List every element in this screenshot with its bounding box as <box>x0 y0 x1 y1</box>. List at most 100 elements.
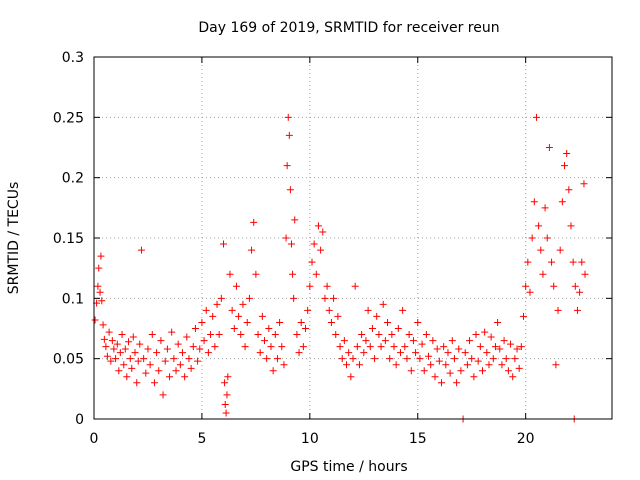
data-point <box>541 204 549 212</box>
data-point <box>457 367 465 375</box>
data-point <box>569 258 577 266</box>
data-point <box>211 343 219 351</box>
data-point <box>355 361 363 369</box>
data-point <box>504 367 512 375</box>
data-point <box>563 150 571 158</box>
data-point <box>306 282 314 290</box>
data-point <box>485 361 493 369</box>
data-point <box>494 318 502 326</box>
data-point <box>235 312 243 320</box>
data-point <box>362 337 370 345</box>
data-point <box>345 349 353 357</box>
data-point <box>375 331 383 339</box>
x-tick-label: 5 <box>197 431 206 447</box>
data-point <box>347 373 355 381</box>
data-point <box>178 349 186 357</box>
data-point <box>558 198 566 206</box>
data-point <box>261 337 269 345</box>
data-point <box>289 270 297 278</box>
data-point <box>455 345 463 353</box>
data-point <box>463 361 471 369</box>
data-point <box>155 367 163 375</box>
data-point <box>524 258 532 266</box>
data-point <box>304 306 312 314</box>
data-point <box>526 288 534 296</box>
grid-lines <box>94 57 612 419</box>
data-point <box>189 343 197 351</box>
y-tick-label: 0 <box>75 412 84 428</box>
data-point <box>539 270 547 278</box>
data-point <box>338 355 346 363</box>
data-point <box>222 409 230 417</box>
data-point <box>276 318 284 326</box>
data-point <box>379 300 387 308</box>
x-tick-labels: 0 5 10 15 20 <box>90 431 535 447</box>
data-point <box>537 246 545 254</box>
data-point <box>358 331 366 339</box>
data-point <box>396 349 404 357</box>
data-point <box>113 340 121 348</box>
data-point <box>269 367 277 375</box>
data-point <box>230 325 238 332</box>
data-point <box>470 373 478 381</box>
data-point <box>299 343 307 351</box>
data-point <box>221 379 229 387</box>
data-point <box>308 258 316 266</box>
data-point <box>213 300 221 308</box>
data-point <box>394 325 402 332</box>
data-point <box>226 270 234 278</box>
data-point <box>267 343 275 351</box>
data-point <box>278 343 286 351</box>
data-point <box>567 222 575 230</box>
x-axis-label: GPS time / hours <box>290 459 407 475</box>
data-point <box>237 331 245 339</box>
data-point <box>191 325 199 332</box>
data-point <box>263 355 271 363</box>
data-point <box>418 340 426 348</box>
data-point <box>110 345 118 353</box>
data-point <box>217 294 225 302</box>
data-point <box>550 282 558 290</box>
data-point <box>100 335 108 343</box>
data-point <box>386 355 394 363</box>
data-point <box>433 345 441 353</box>
data-point <box>571 282 579 290</box>
data-point <box>187 364 195 372</box>
data-point <box>336 343 344 351</box>
data-point <box>450 355 458 363</box>
y-tick-label: 0.1 <box>62 291 84 307</box>
data-point <box>409 337 417 345</box>
data-point <box>174 340 182 348</box>
data-point <box>224 373 232 381</box>
data-point <box>183 333 191 341</box>
data-point <box>435 357 443 365</box>
data-point <box>509 373 517 381</box>
data-point <box>118 331 126 339</box>
data-point <box>198 318 206 326</box>
data-point <box>487 333 495 341</box>
data-point <box>115 367 123 375</box>
data-point <box>425 352 433 360</box>
data-point <box>134 357 142 365</box>
data-point <box>142 369 150 377</box>
data-point <box>403 355 411 363</box>
data-point <box>513 345 521 353</box>
data-point <box>258 312 266 320</box>
data-point <box>120 361 128 369</box>
data-point <box>548 258 556 266</box>
data-point <box>194 357 202 365</box>
data-point <box>282 234 290 242</box>
data-point <box>285 131 293 139</box>
data-point <box>112 355 120 363</box>
data-points <box>91 113 589 423</box>
data-point <box>420 367 428 375</box>
data-point <box>360 349 368 357</box>
data-point <box>414 318 422 326</box>
data-point <box>168 328 176 336</box>
data-point <box>366 343 374 351</box>
data-point <box>150 379 158 387</box>
data-point <box>176 361 184 369</box>
data-point <box>287 240 295 248</box>
data-point <box>96 288 104 296</box>
